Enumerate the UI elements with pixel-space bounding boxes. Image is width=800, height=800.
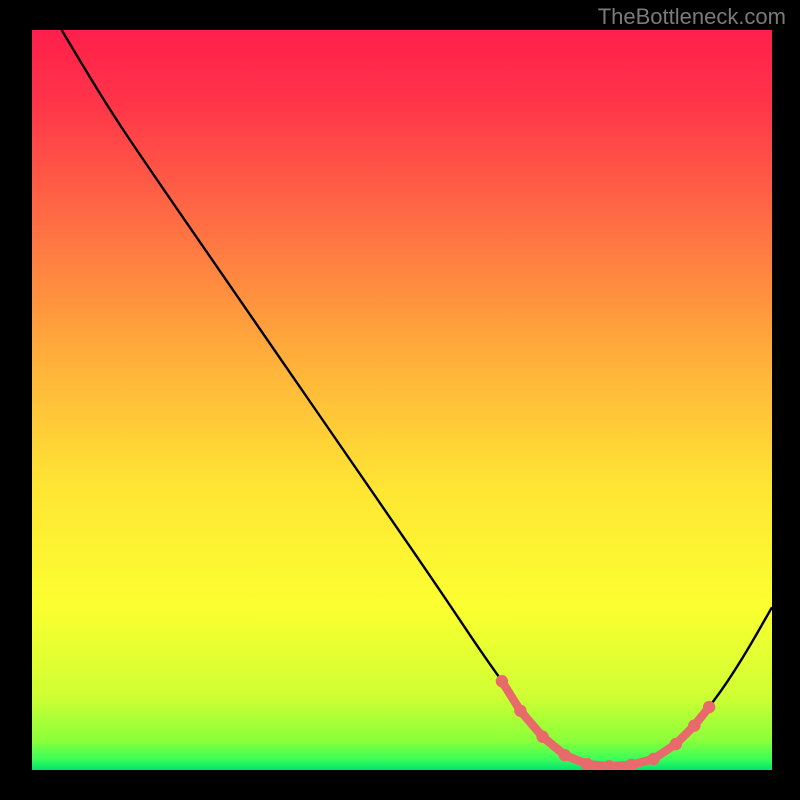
highlight-dot <box>496 675 508 687</box>
bottleneck-curve <box>62 30 772 766</box>
highlight-dot <box>603 760 615 770</box>
highlight-dot <box>536 731 548 743</box>
watermark-source: TheBottleneck.com <box>598 4 786 30</box>
chart-container: TheBottleneck.com <box>0 0 800 800</box>
highlight-dot <box>581 758 593 770</box>
highlight-dot <box>703 701 715 713</box>
highlight-dot <box>514 705 526 717</box>
highlight-dot <box>670 738 682 750</box>
highlight-dot <box>688 719 700 731</box>
chart-overlay <box>32 30 772 770</box>
highlight-band-line <box>502 681 709 766</box>
highlight-dot <box>559 749 571 761</box>
plot-area <box>32 30 772 770</box>
highlight-dot <box>647 753 659 765</box>
